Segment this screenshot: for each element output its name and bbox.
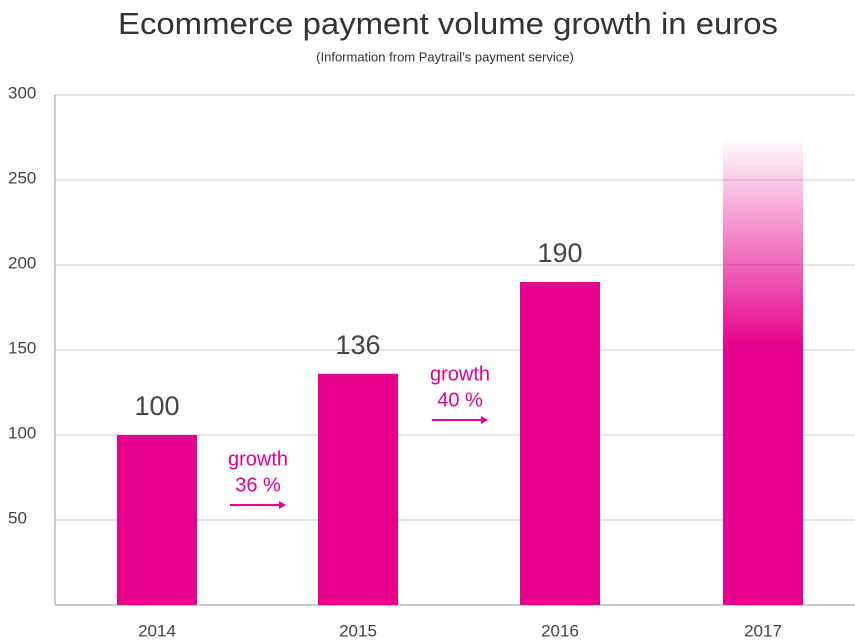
x-tick-label: 2014 (138, 621, 176, 640)
y-tick-label: 50 (8, 508, 27, 527)
x-tick-label: 2015 (339, 621, 377, 640)
y-tick-label: 250 (8, 168, 36, 187)
bar (318, 373, 398, 605)
y-tick-label: 150 (8, 338, 36, 357)
chart-title: Ecommerce payment volume growth in euros (118, 6, 778, 41)
arrow-head (481, 416, 488, 424)
y-tick-label: 200 (8, 253, 36, 272)
y-tick-label: 100 (8, 423, 36, 442)
bar (723, 137, 803, 605)
annotation: growth (430, 363, 490, 385)
bar (117, 435, 197, 605)
bar (520, 282, 600, 605)
y-tick-label: 300 (8, 83, 36, 102)
chart-subtitle: (Information from Paytrail’s payment ser… (316, 49, 574, 64)
arrow-head (279, 501, 286, 509)
data-label: 100 (134, 391, 179, 421)
annotation: 36 % (235, 474, 281, 496)
x-tick-label: 2016 (541, 621, 579, 640)
annotation: growth (228, 448, 288, 470)
annotation: 40 % (437, 389, 483, 411)
data-label: 190 (537, 238, 582, 268)
data-label: 136 (335, 330, 380, 360)
x-tick-label: 2017 (744, 621, 782, 640)
